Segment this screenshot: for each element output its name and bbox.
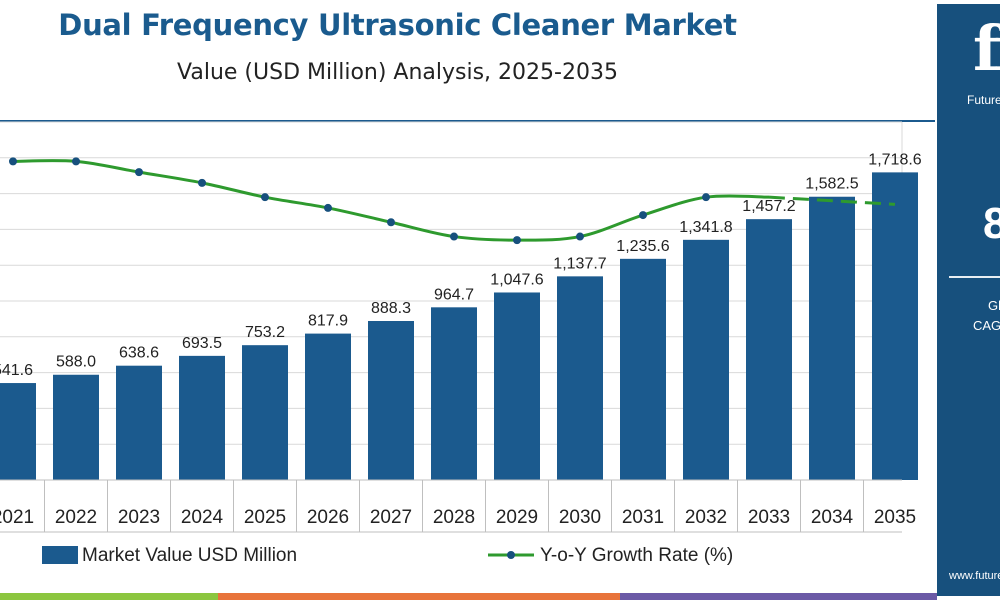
x-tick-label: 2029 <box>496 507 538 528</box>
growth-line-projected <box>768 195 896 206</box>
footer-stripe-orange <box>218 593 620 600</box>
bar-value-label: 588.0 <box>56 354 96 371</box>
bar-value-label: 817.9 <box>308 313 348 330</box>
market-chart: 541.6 588.0 638.6 693.5 753.2 817.9 888.3 964.7… <box>0 120 935 566</box>
bar-2033 <box>746 219 792 480</box>
footer-stripe-green <box>0 593 218 600</box>
footer-stripe <box>0 593 937 600</box>
brand-logo: fmi <box>973 12 1000 85</box>
growth-point <box>324 203 332 212</box>
website-link[interactable]: www.futuremarketinsights.com <box>949 570 1000 582</box>
bar-value-label: 638.6 <box>119 345 159 362</box>
legend-bar-swatch <box>42 546 78 564</box>
brand-side-panel: fmi Future Market Insights 8.6% Global C… <box>937 4 1000 596</box>
growth-point <box>702 193 710 202</box>
bar-value-label: 1,718.6 <box>868 151 921 168</box>
growth-point <box>9 157 17 166</box>
legend-bar-label: Market Value USD Million <box>82 545 297 566</box>
growth-point <box>72 157 80 166</box>
growth-point <box>135 168 143 177</box>
cagr-value: 8.6% <box>983 199 1000 248</box>
growth-point <box>261 193 269 202</box>
growth-point <box>639 211 647 220</box>
bar-2021 <box>0 383 36 480</box>
chart-title: Dual Frequency Ultrasonic Cleaner Market <box>58 8 737 42</box>
x-tick-label: 2026 <box>307 507 349 528</box>
bar-2023 <box>116 365 162 480</box>
bar-2031 <box>620 258 666 480</box>
x-tick-label: 2027 <box>370 507 412 528</box>
bar-value-label: 1,457.2 <box>742 198 795 215</box>
bar-value-label: 964.7 <box>434 286 474 303</box>
bar-2034 <box>809 196 855 481</box>
x-tick-label: 2031 <box>622 507 664 528</box>
growth-point <box>198 178 206 187</box>
x-tick-label: 2022 <box>55 507 97 528</box>
x-tick-label: 2034 <box>811 507 854 528</box>
bar-2028 <box>431 307 477 480</box>
bar-value-label: 693.5 <box>182 335 222 352</box>
footer-stripe-purple <box>620 593 937 600</box>
bar-2030 <box>557 276 603 480</box>
growth-point <box>387 218 395 227</box>
bar-2024 <box>179 355 225 480</box>
cagr-label-period: CAGR 2025-2035 <box>973 318 1000 333</box>
cagr-label-region: Global <box>988 298 1000 313</box>
growth-point <box>450 232 458 241</box>
x-tick-label: 2032 <box>685 507 727 528</box>
legend-line-marker <box>507 551 515 559</box>
bar-2032 <box>683 239 729 480</box>
x-tick-label: 2035 <box>874 507 916 528</box>
bar-value-label: 1,137.7 <box>553 255 606 272</box>
bar-value-label: 541.6 <box>0 362 33 379</box>
x-tick-label: 2023 <box>118 507 160 528</box>
brand-name: Future Market Insights <box>967 93 1000 107</box>
growth-point <box>513 236 521 245</box>
bar-value-label: 1,235.6 <box>616 238 669 255</box>
bar-2025 <box>242 345 288 480</box>
side-divider <box>949 276 1000 278</box>
x-tick-label: 2033 <box>748 507 790 528</box>
chart-subtitle: Value (USD Million) Analysis, 2025-2035 <box>177 60 618 85</box>
bar-value-label: 753.2 <box>245 324 285 341</box>
bar-2027 <box>368 320 414 480</box>
x-tick-label: 2025 <box>244 507 286 528</box>
x-tick-label: 2024 <box>181 507 224 528</box>
bar-2026 <box>305 333 351 480</box>
bar-value-label: 1,047.6 <box>490 271 543 288</box>
bar-2022 <box>53 374 99 480</box>
growth-line-actual <box>12 159 770 242</box>
bar-2035 <box>872 172 918 480</box>
legend-line-label: Y-o-Y Growth Rate (%) <box>540 545 733 566</box>
bar-value-label: 1,582.5 <box>805 176 858 193</box>
x-tick-label: 2021 <box>0 507 34 528</box>
bar-value-label: 888.3 <box>371 300 411 317</box>
bar-value-label: 1,341.8 <box>679 219 732 236</box>
x-tick-label: 2028 <box>433 507 475 528</box>
growth-point <box>576 232 584 241</box>
x-tick-label: 2030 <box>559 507 601 528</box>
bar-2029 <box>494 292 540 480</box>
